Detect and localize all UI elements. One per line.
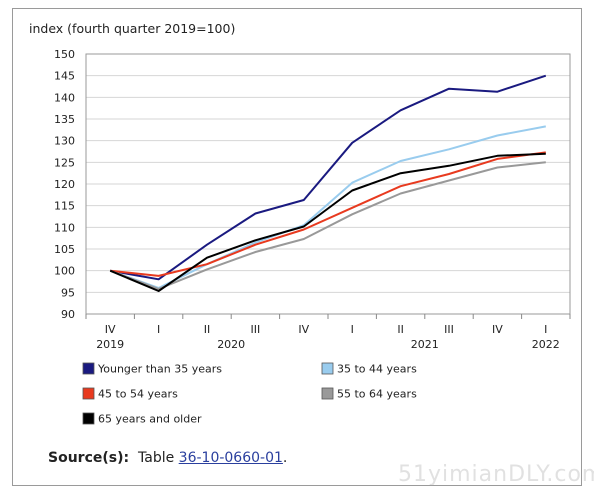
legend-swatch xyxy=(321,362,334,375)
y-tick-label: 95 xyxy=(61,286,75,299)
y-tick-label: 130 xyxy=(54,135,75,148)
legend-label: 45 to 54 years xyxy=(98,388,178,401)
source-label: Source(s): xyxy=(48,450,130,466)
x-tick-label: I xyxy=(544,323,547,336)
legend-swatch xyxy=(82,387,95,400)
legend-label: 65 years and older xyxy=(98,413,202,426)
y-tick-label: 110 xyxy=(54,221,75,234)
series-line xyxy=(110,74,547,281)
x-tick-label: I xyxy=(157,323,160,336)
y-axis-label: index (fourth quarter 2019=100) xyxy=(29,21,235,36)
legend-swatch xyxy=(82,362,95,375)
series-line xyxy=(109,161,546,290)
y-tick-label: 100 xyxy=(54,265,75,278)
line-chart: index (fourth quarter 2019=100) 90 95 100 10… xyxy=(29,21,571,426)
x-tick-label: II xyxy=(397,323,404,336)
series-line xyxy=(109,125,546,289)
chart-frame: index (fourth quarter 2019=100) 90 95 100 10… xyxy=(12,8,582,486)
series-line xyxy=(109,152,546,292)
y-tick-label: 115 xyxy=(54,200,75,213)
x-tick-label: I xyxy=(351,323,354,336)
y-tick-label: 145 xyxy=(54,70,75,83)
watermark: 51yimianDLY.com xyxy=(398,462,594,487)
x-tick-label: IV xyxy=(492,323,503,336)
source-text: Table xyxy=(138,450,175,466)
legend-label: 55 to 64 years xyxy=(337,388,417,401)
series-line xyxy=(110,151,546,277)
y-tick-label: 150 xyxy=(54,48,75,61)
y-tick-label: 105 xyxy=(54,243,75,256)
y-tick-label: 135 xyxy=(54,113,75,126)
y-tick-label: 125 xyxy=(54,156,75,169)
legend-label: 35 to 44 years xyxy=(337,363,417,376)
legend-swatch xyxy=(82,412,95,425)
legend-label: Younger than 35 years xyxy=(97,363,222,376)
source-suffix: . xyxy=(282,450,288,466)
y-tick-label: 140 xyxy=(54,91,75,104)
source-note: Source(s): Table 36-10-0660-01. xyxy=(48,450,287,466)
legend-swatch xyxy=(321,387,334,400)
x-tick-label: III xyxy=(444,323,454,336)
y-tick-label: 120 xyxy=(54,178,75,191)
x-year-label: 2021 xyxy=(411,338,439,351)
x-tick-label: II xyxy=(204,323,211,336)
x-tick-label: IV xyxy=(105,323,116,336)
x-tick-label: IV xyxy=(298,323,309,336)
x-year-label: 2020 xyxy=(217,338,245,351)
source-table-link[interactable]: 36-10-0660-01 xyxy=(178,450,283,466)
x-tick-label: III xyxy=(251,323,261,336)
y-tick-label: 90 xyxy=(61,308,75,321)
x-year-label: 2019 xyxy=(96,338,124,351)
x-year-label: 2022 xyxy=(532,338,560,351)
